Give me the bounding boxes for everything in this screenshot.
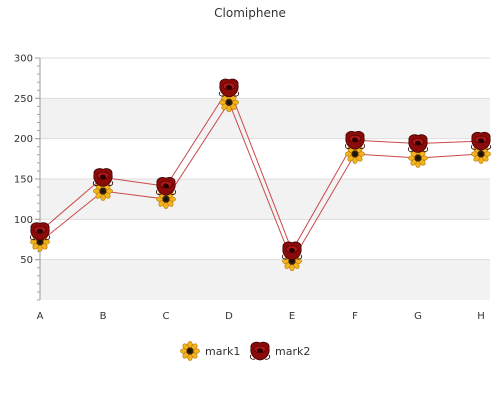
- grid-band: [40, 179, 490, 220]
- data-point-mark2: [344, 131, 366, 150]
- y-tick-label: 300: [14, 54, 33, 65]
- x-tick-label: C: [163, 311, 170, 322]
- x-tick-label: B: [100, 311, 107, 322]
- y-tick-label: 200: [14, 134, 33, 145]
- grid-bands: [40, 98, 490, 300]
- y-tick-label: 250: [14, 94, 33, 105]
- x-tick-label: H: [477, 311, 485, 322]
- rose-icon: [249, 341, 271, 361]
- grid-band: [40, 259, 490, 300]
- series-line-mark2: [39, 86, 482, 252]
- x-tick-label: E: [289, 311, 295, 322]
- y-tick-label: 150: [14, 175, 33, 186]
- data-point-mark2: [407, 134, 429, 154]
- y-tick-labels: 50 100 150 200 250 300: [14, 54, 33, 267]
- data-point-mark2: [218, 78, 240, 98]
- x-tick-label: F: [352, 311, 358, 322]
- y-tick-label: 50: [20, 255, 33, 266]
- sunflower-icon: [180, 341, 200, 361]
- axes: [35, 57, 41, 301]
- legend-label-mark1: mark1: [205, 345, 240, 358]
- legend: mark1 mark2: [180, 341, 310, 361]
- legend-label-mark2: mark2: [275, 345, 310, 358]
- x-tick-label: A: [37, 311, 44, 322]
- x-tick-label: G: [414, 311, 422, 322]
- chart-title: Clomiphene: [214, 6, 286, 20]
- series-line-mark1: [39, 101, 482, 263]
- grid-band: [40, 98, 490, 139]
- x-tick-label: D: [225, 311, 233, 322]
- series-lines: [39, 86, 482, 263]
- x-tick-labels: A B C D E F G H: [37, 311, 485, 322]
- y-tick-label: 100: [14, 215, 33, 226]
